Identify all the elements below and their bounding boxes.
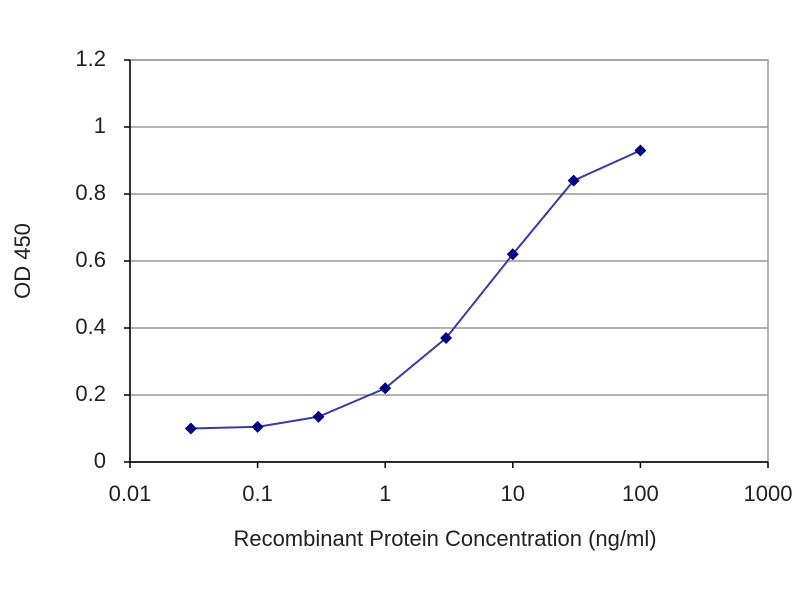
data-point [634, 144, 647, 157]
data-point [567, 174, 580, 187]
y-tick-label: 0.2 [75, 381, 106, 406]
data-point [440, 332, 453, 345]
x-tick-label: 1 [379, 481, 391, 506]
y-tick-label: 1.2 [75, 46, 106, 71]
x-tick-label: 1000 [744, 481, 793, 506]
y-tick-label: 1 [94, 113, 106, 138]
y-tick-label: 0.4 [75, 314, 106, 339]
x-tick-label: 10 [501, 481, 525, 506]
x-axis-label: Recombinant Protein Concentration (ng/ml… [233, 526, 656, 551]
x-tick-label: 100 [622, 481, 659, 506]
x-tick-label: 0.1 [242, 481, 273, 506]
data-point [251, 420, 264, 433]
data-point [506, 248, 519, 261]
data-point [379, 382, 392, 395]
y-tick-label: 0 [94, 448, 106, 473]
y-axis-label: OD 450 [10, 223, 35, 299]
data-line [190, 149, 641, 430]
data-point [184, 422, 197, 435]
x-tick-label: 0.01 [109, 481, 152, 506]
y-tick-label: 0.8 [75, 180, 106, 205]
y-tick-label: 0.6 [75, 247, 106, 272]
data-point [312, 410, 325, 423]
